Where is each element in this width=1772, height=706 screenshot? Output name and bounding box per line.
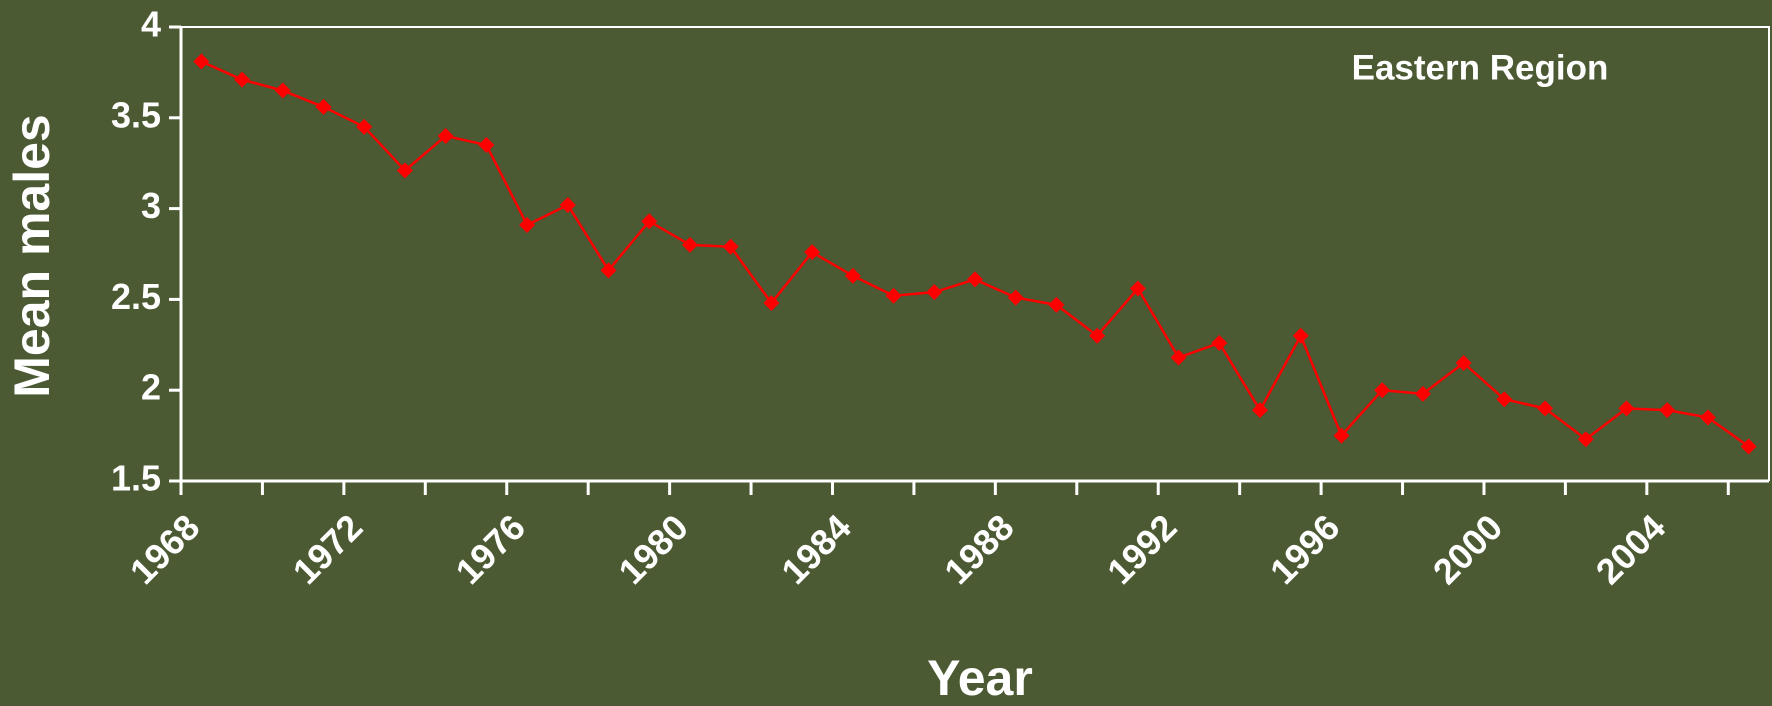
y-tick-label: 2.5: [111, 276, 161, 317]
point: [1537, 400, 1554, 417]
y-tick-label: 3: [141, 185, 161, 226]
x-tick-label: 2000: [1425, 506, 1511, 592]
point: [1007, 289, 1024, 306]
point: [1211, 334, 1228, 351]
point: [1496, 391, 1513, 408]
plot-frame: [180, 26, 1770, 481]
x-tick-label: 2004: [1588, 506, 1674, 592]
point: [274, 82, 291, 99]
point: [1414, 385, 1431, 402]
point: [804, 244, 821, 261]
point: [763, 295, 780, 312]
point: [519, 216, 536, 233]
point: [437, 127, 454, 144]
point: [396, 162, 413, 179]
point: [1089, 327, 1106, 344]
y-tick-label: 4: [141, 4, 161, 45]
point: [1740, 438, 1757, 455]
x-tick-label: 1968: [122, 506, 208, 592]
point: [1618, 400, 1635, 417]
x-tick-label: 1984: [773, 506, 859, 592]
x-tick-label: 1980: [610, 506, 696, 592]
point: [1048, 296, 1065, 313]
x-tick-label: 1992: [1099, 506, 1185, 592]
point: [1577, 431, 1594, 448]
point: [885, 287, 902, 304]
point: [641, 213, 658, 230]
point: [967, 271, 983, 288]
point: [559, 196, 576, 213]
annotation: Eastern Region: [1352, 48, 1609, 87]
point: [1699, 409, 1716, 426]
x-tick-label: 1996: [1262, 506, 1348, 592]
point: [1333, 427, 1350, 444]
point: [1129, 280, 1146, 297]
point: [1455, 354, 1472, 371]
point: [478, 137, 495, 154]
point: [600, 262, 617, 279]
point: [722, 238, 739, 255]
point: [1374, 382, 1391, 399]
point: [1292, 327, 1309, 344]
point: [234, 71, 251, 88]
series-line: [200, 60, 1750, 448]
y-tick-label: 3.5: [111, 94, 161, 135]
point: [315, 98, 332, 115]
y-tick-label: 1.5: [111, 458, 161, 499]
point: [193, 53, 210, 70]
point: [1252, 402, 1269, 419]
x-tick-label: 1988: [936, 506, 1022, 592]
point: [356, 118, 373, 135]
x-axis-label: Year: [927, 650, 1033, 706]
point: [844, 267, 861, 284]
x-tick-label: 1976: [448, 506, 534, 592]
point: [681, 236, 698, 253]
point: [1170, 349, 1187, 366]
y-tick-label: 2: [141, 367, 161, 408]
point: [926, 284, 943, 301]
point: [1659, 402, 1676, 419]
y-axis-label: Mean males: [4, 114, 60, 397]
x-tick-label: 1972: [285, 506, 371, 592]
